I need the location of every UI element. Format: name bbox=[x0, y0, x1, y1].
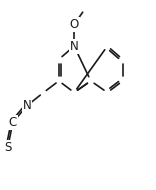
Text: S: S bbox=[4, 141, 11, 154]
Text: N: N bbox=[23, 99, 31, 112]
Text: O: O bbox=[70, 18, 79, 31]
Text: C: C bbox=[9, 116, 17, 129]
Text: N: N bbox=[23, 99, 31, 112]
Text: S: S bbox=[4, 141, 11, 154]
Text: O: O bbox=[70, 18, 79, 31]
Text: C: C bbox=[9, 116, 17, 129]
Text: N: N bbox=[70, 40, 78, 53]
Text: N: N bbox=[70, 40, 78, 53]
